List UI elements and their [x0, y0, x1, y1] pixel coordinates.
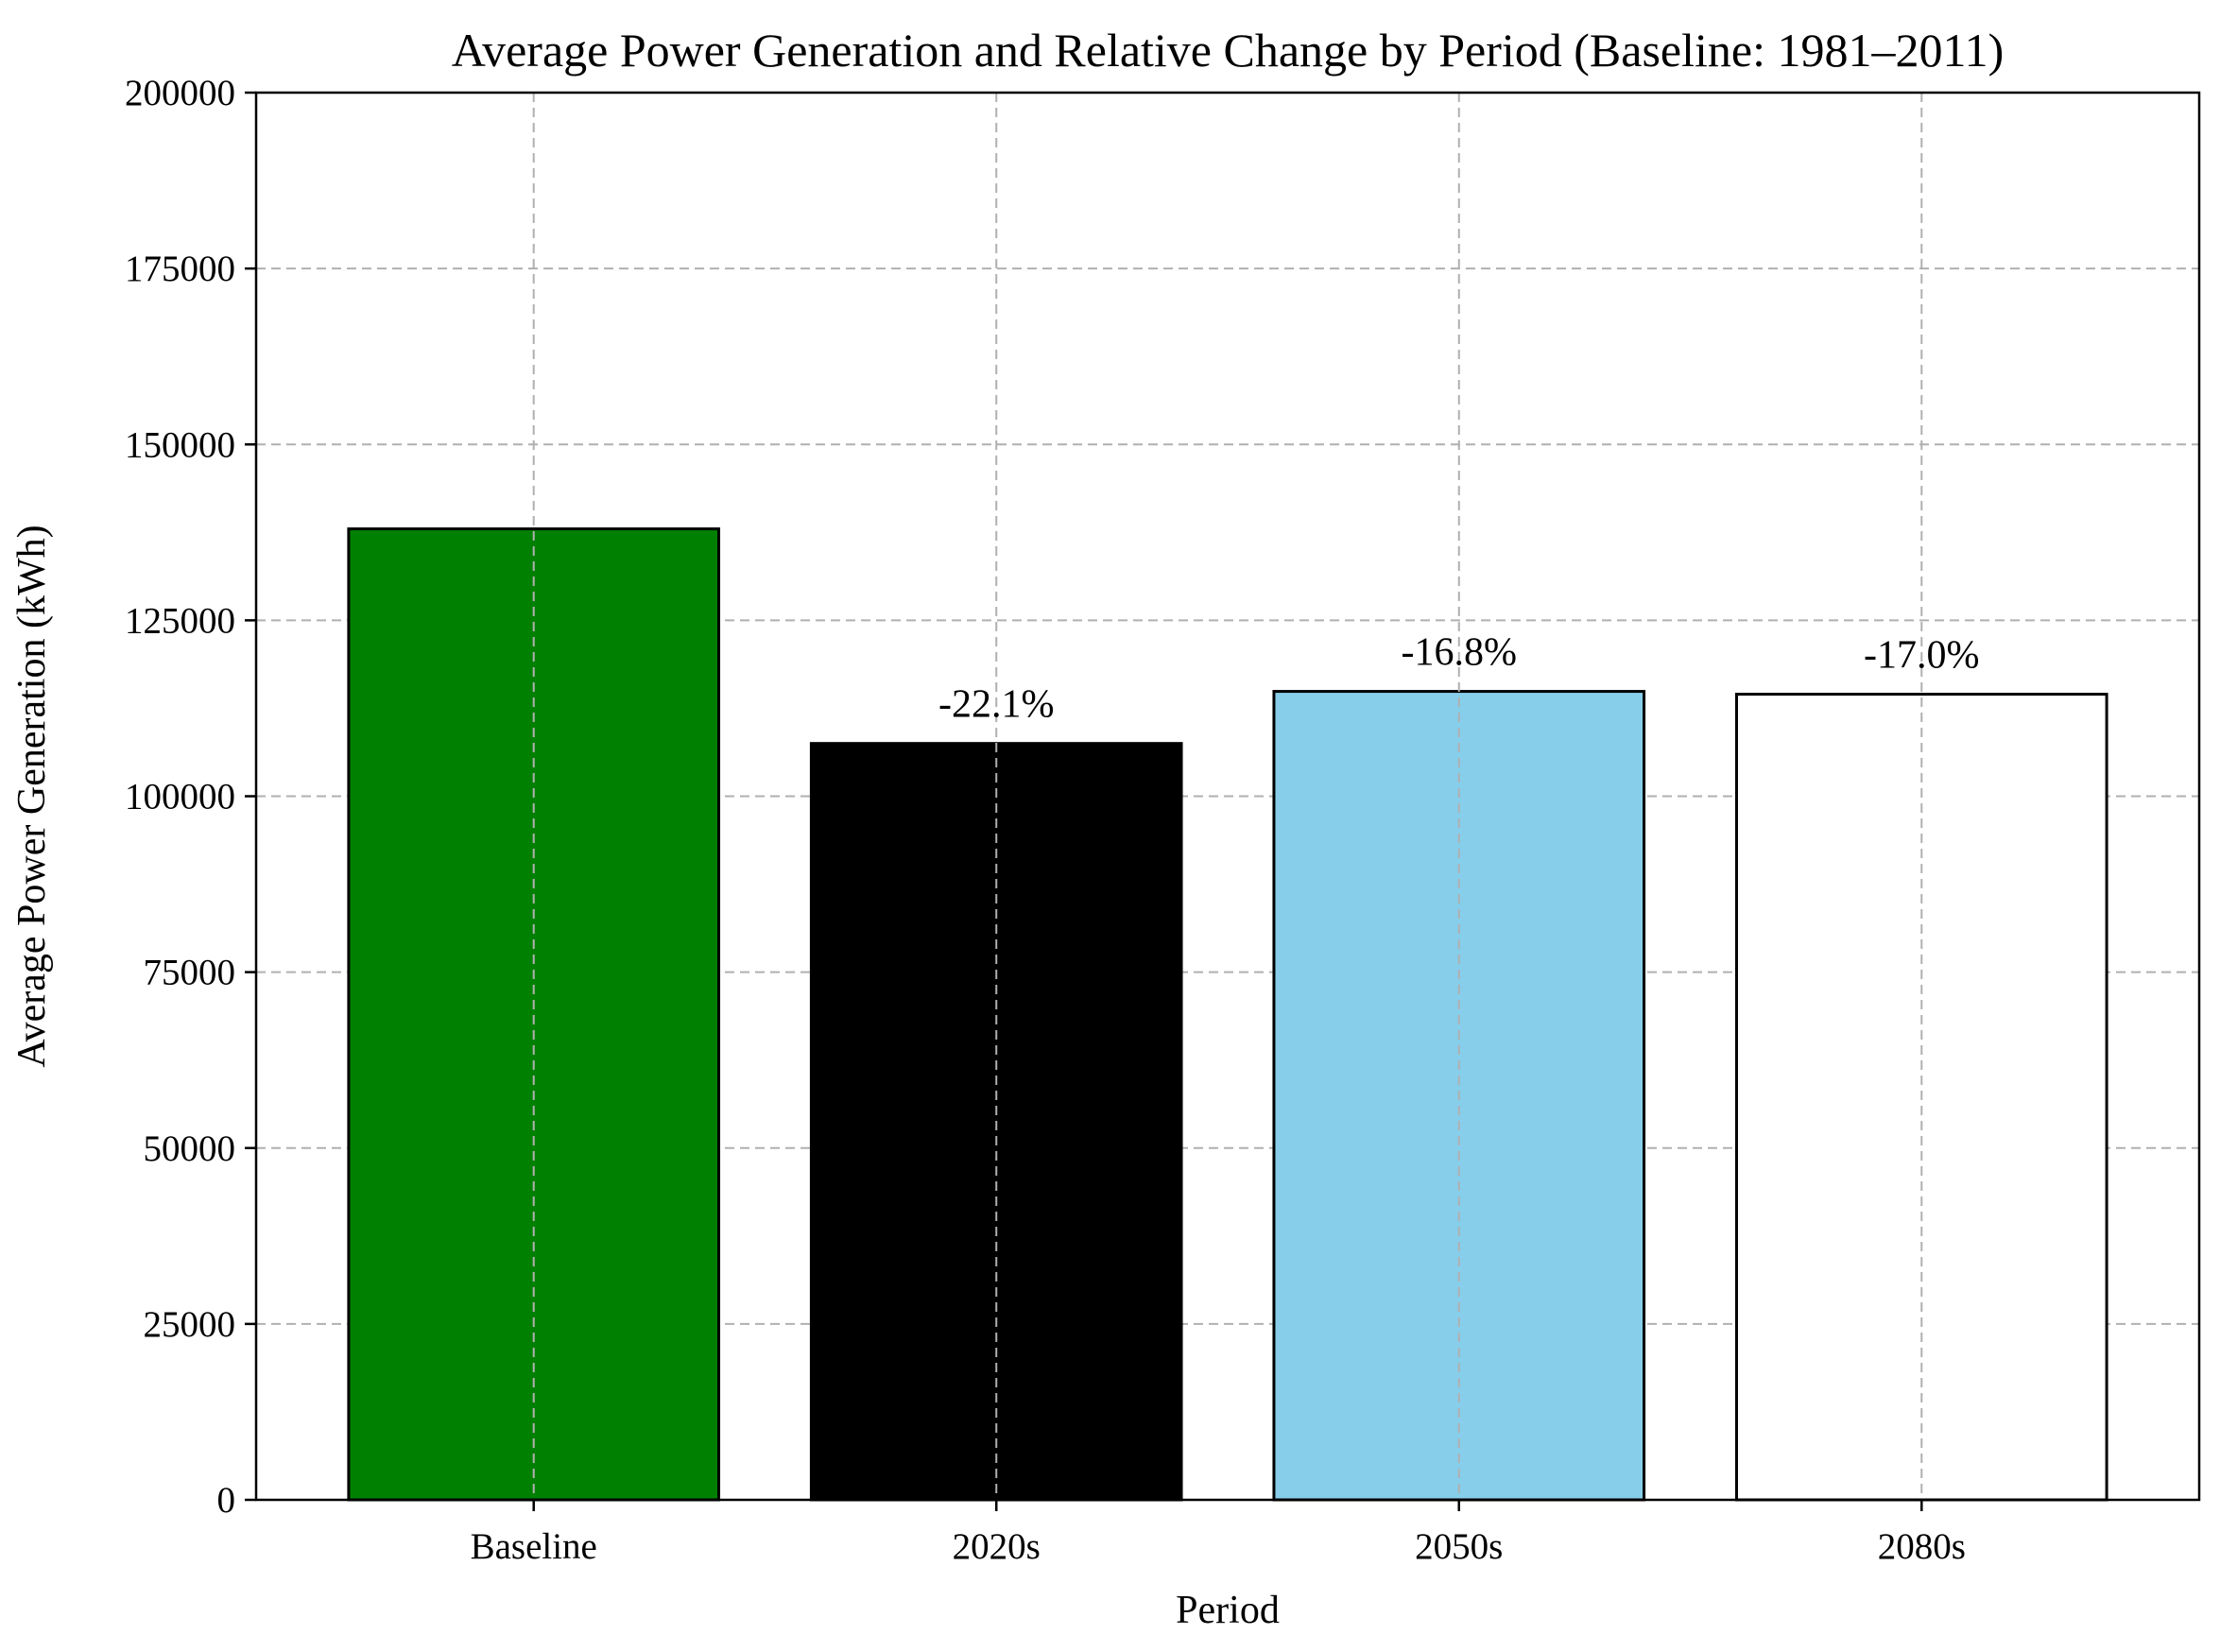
vertical-grid-lines [532, 93, 1923, 1500]
bar-change-label: -22.1% [938, 683, 1054, 727]
y-tick-label: 50000 [144, 1128, 236, 1169]
y-tick-label: 75000 [144, 953, 236, 993]
bar-change-label: -17.0% [1864, 634, 1979, 678]
x-tick-label: 2020s [953, 1526, 1041, 1567]
x-tick-label: Baseline [471, 1526, 597, 1567]
y-tick-label: 100000 [125, 777, 235, 817]
bars [347, 527, 2108, 1502]
bar-change-label: -16.8% [1402, 631, 1517, 675]
y-axis-ticks: 0 25000 50000 75000 100000 125000 150000 175000… [125, 73, 256, 1521]
x-axis-ticks: Baseline 2020s 2050s 2080s [471, 1500, 1966, 1567]
y-tick-label: 150000 [125, 424, 235, 465]
chart-title: Average Power Generation and Relative Ch… [452, 24, 2005, 77]
y-tick-label: 125000 [125, 600, 235, 641]
y-tick-label: 25000 [144, 1304, 236, 1345]
y-tick-label: 200000 [125, 73, 235, 113]
x-tick-label: 2080s [1878, 1526, 1966, 1567]
bar-value-labels: -22.1% -16.8% -17.0% [938, 631, 1980, 727]
y-tick-label: 0 [217, 1480, 236, 1521]
y-axis-label: Average Power Generation (kWh) [10, 525, 54, 1067]
x-axis-label: Period [1176, 1589, 1280, 1632]
x-tick-label: 2050s [1415, 1526, 1503, 1567]
y-tick-label: 175000 [125, 249, 235, 289]
